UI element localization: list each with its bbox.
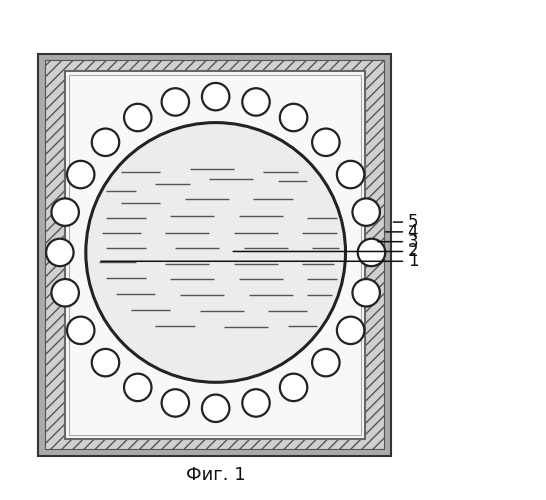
Ellipse shape [202, 394, 229, 422]
Text: 2: 2 [408, 242, 418, 260]
Ellipse shape [242, 389, 270, 416]
Circle shape [86, 122, 346, 382]
Ellipse shape [337, 161, 364, 188]
Ellipse shape [337, 316, 364, 344]
Ellipse shape [242, 88, 270, 116]
Text: 1: 1 [408, 252, 418, 270]
Ellipse shape [51, 198, 79, 226]
Ellipse shape [124, 104, 151, 131]
Ellipse shape [312, 128, 340, 156]
Ellipse shape [124, 374, 151, 401]
Ellipse shape [92, 128, 119, 156]
Text: 3: 3 [408, 232, 418, 250]
Bar [69, 74, 361, 435]
Ellipse shape [92, 349, 119, 376]
Ellipse shape [162, 88, 189, 116]
Ellipse shape [353, 279, 380, 306]
Ellipse shape [280, 374, 307, 401]
Ellipse shape [51, 279, 79, 306]
Text: Фиг. 1: Фиг. 1 [186, 466, 246, 484]
Ellipse shape [67, 161, 94, 188]
Text: 4: 4 [408, 223, 418, 241]
Bar [45, 60, 384, 450]
Bar [38, 54, 390, 456]
Ellipse shape [353, 198, 380, 226]
Ellipse shape [280, 104, 307, 131]
Ellipse shape [46, 238, 74, 266]
Ellipse shape [162, 389, 189, 416]
Text: 5: 5 [408, 213, 418, 231]
Ellipse shape [67, 316, 94, 344]
Ellipse shape [312, 349, 340, 376]
Bar [65, 71, 365, 438]
Ellipse shape [202, 83, 229, 110]
Ellipse shape [358, 238, 385, 266]
